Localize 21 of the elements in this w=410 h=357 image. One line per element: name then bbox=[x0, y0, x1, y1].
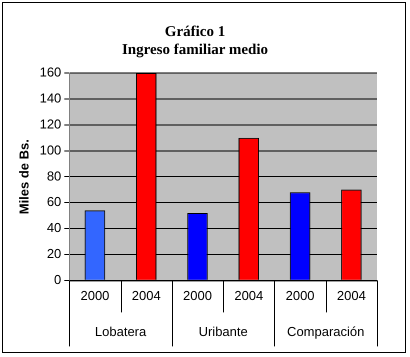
text: Lobatera bbox=[94, 324, 147, 339]
x-tick-label: 2004 bbox=[132, 288, 161, 303]
text: Gráfico 1 bbox=[164, 24, 226, 40]
x-tick-label: 2000 bbox=[183, 288, 212, 303]
y-tick-label: 100 bbox=[40, 142, 62, 158]
y-tick-label: 120 bbox=[40, 116, 62, 132]
y-tick-label: 60 bbox=[46, 194, 62, 210]
x-tick-label: 2000 bbox=[286, 288, 315, 303]
y-tick-label: 80 bbox=[46, 168, 62, 184]
y-axis-title: Miles de Bs. bbox=[16, 139, 32, 214]
y-tick-label: 20 bbox=[46, 246, 62, 262]
y-tick-label: 0 bbox=[54, 272, 62, 287]
y-tick-label: 40 bbox=[46, 220, 62, 236]
x-tick-label: 2000 bbox=[80, 288, 110, 303]
text: Uribante bbox=[198, 324, 248, 339]
x-tick-label: 2004 bbox=[234, 288, 264, 303]
text: Ingreso familiar medio bbox=[122, 42, 268, 58]
y-tick-label: 140 bbox=[40, 90, 62, 106]
text: Comparación bbox=[287, 324, 364, 339]
y-tick-label: 160 bbox=[40, 64, 62, 80]
x-tick-label: 2004 bbox=[336, 288, 366, 303]
